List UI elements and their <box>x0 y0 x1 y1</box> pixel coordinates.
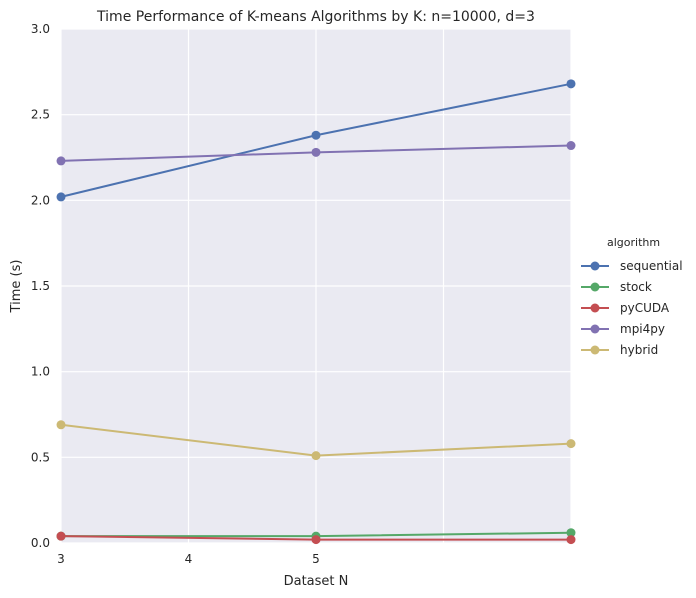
y-tick-label: 3.0 <box>31 22 50 36</box>
legend-marker <box>590 303 600 313</box>
legend-label: sequential <box>620 259 683 273</box>
data-point <box>311 147 321 157</box>
legend-label: stock <box>620 280 652 294</box>
data-point <box>566 528 576 538</box>
y-tick-label: 1.0 <box>31 365 50 379</box>
data-point <box>311 130 321 140</box>
legend-label: hybrid <box>620 343 658 357</box>
legend-marker <box>590 324 600 334</box>
x-tick-label: 5 <box>312 552 320 566</box>
tick-labels: 0.0 0.5 1.0 1.5 2.0 2.5 3.0 3 4 5 <box>31 22 320 566</box>
data-point <box>311 451 321 461</box>
y-tick-label: 0.5 <box>31 450 50 464</box>
legend-item-stock: stock <box>581 280 652 294</box>
series-hybrid <box>56 420 576 461</box>
series-layer <box>56 79 576 545</box>
legend-item-sequential: sequential <box>581 259 683 273</box>
x-axis-label: Dataset N <box>284 574 349 589</box>
legend-item-hybrid: hybrid <box>581 343 658 357</box>
series-pyCUDA <box>56 531 576 545</box>
y-tick-label: 1.5 <box>31 279 50 293</box>
legend-marker <box>590 282 600 292</box>
y-axis-label: Time (s) <box>9 260 24 314</box>
y-tick-label: 2.5 <box>31 108 50 122</box>
data-point <box>56 156 66 166</box>
data-point <box>311 535 321 545</box>
legend-marker <box>590 345 600 355</box>
x-tick-label: 4 <box>185 552 193 566</box>
data-point <box>566 79 576 89</box>
legend-label: mpi4py <box>620 322 665 336</box>
legend-marker <box>590 261 600 271</box>
data-point <box>566 439 576 449</box>
y-tick-label: 2.0 <box>31 193 50 207</box>
data-point <box>56 192 66 202</box>
data-point <box>566 141 576 151</box>
data-point <box>56 420 66 430</box>
series-sequential <box>56 79 576 202</box>
data-point <box>56 531 66 541</box>
legend-item-pyCUDA: pyCUDA <box>581 301 670 315</box>
legend-item-mpi4py: mpi4py <box>581 322 665 336</box>
legend-label: pyCUDA <box>620 301 670 315</box>
data-point <box>566 535 576 545</box>
legend-title: algorithm <box>607 236 660 249</box>
legend: algorithm sequential stock pyCUDA mpi4py hyb… <box>581 236 683 357</box>
chart-title: Time Performance of K-means Algorithms b… <box>96 9 535 25</box>
series-mpi4py <box>56 141 576 166</box>
y-tick-label: 0.0 <box>31 536 50 550</box>
x-tick-label: 3 <box>57 552 65 566</box>
